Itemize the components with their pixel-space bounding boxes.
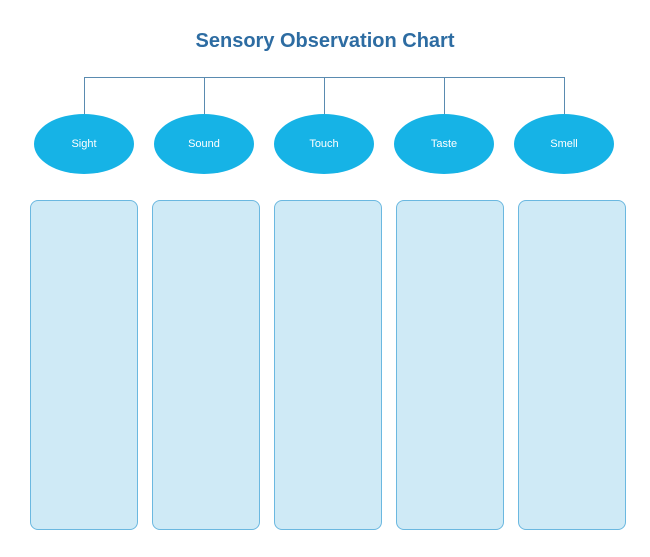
- sense-ellipse-sound: Sound: [154, 114, 254, 174]
- sense-ellipse-sight: Sight: [34, 114, 134, 174]
- sense-label: Smell: [550, 138, 578, 150]
- connector-vertical-4: [564, 77, 565, 114]
- connector-vertical-3: [444, 77, 445, 114]
- sense-label: Taste: [431, 138, 457, 150]
- sense-label: Sight: [71, 138, 96, 150]
- observation-box-smell: [518, 200, 626, 530]
- connector-vertical-2: [324, 77, 325, 114]
- observation-box-sound: [152, 200, 260, 530]
- sense-ellipse-smell: Smell: [514, 114, 614, 174]
- observation-box-sight: [30, 200, 138, 530]
- chart-title: Sensory Observation Chart: [0, 30, 650, 53]
- observation-box-touch: [274, 200, 382, 530]
- sense-ellipse-touch: Touch: [274, 114, 374, 174]
- sense-ellipse-taste: Taste: [394, 114, 494, 174]
- connector-vertical-0: [84, 77, 85, 114]
- observation-box-taste: [396, 200, 504, 530]
- sense-label: Touch: [309, 138, 338, 150]
- connector-vertical-1: [204, 77, 205, 114]
- sense-label: Sound: [188, 138, 220, 150]
